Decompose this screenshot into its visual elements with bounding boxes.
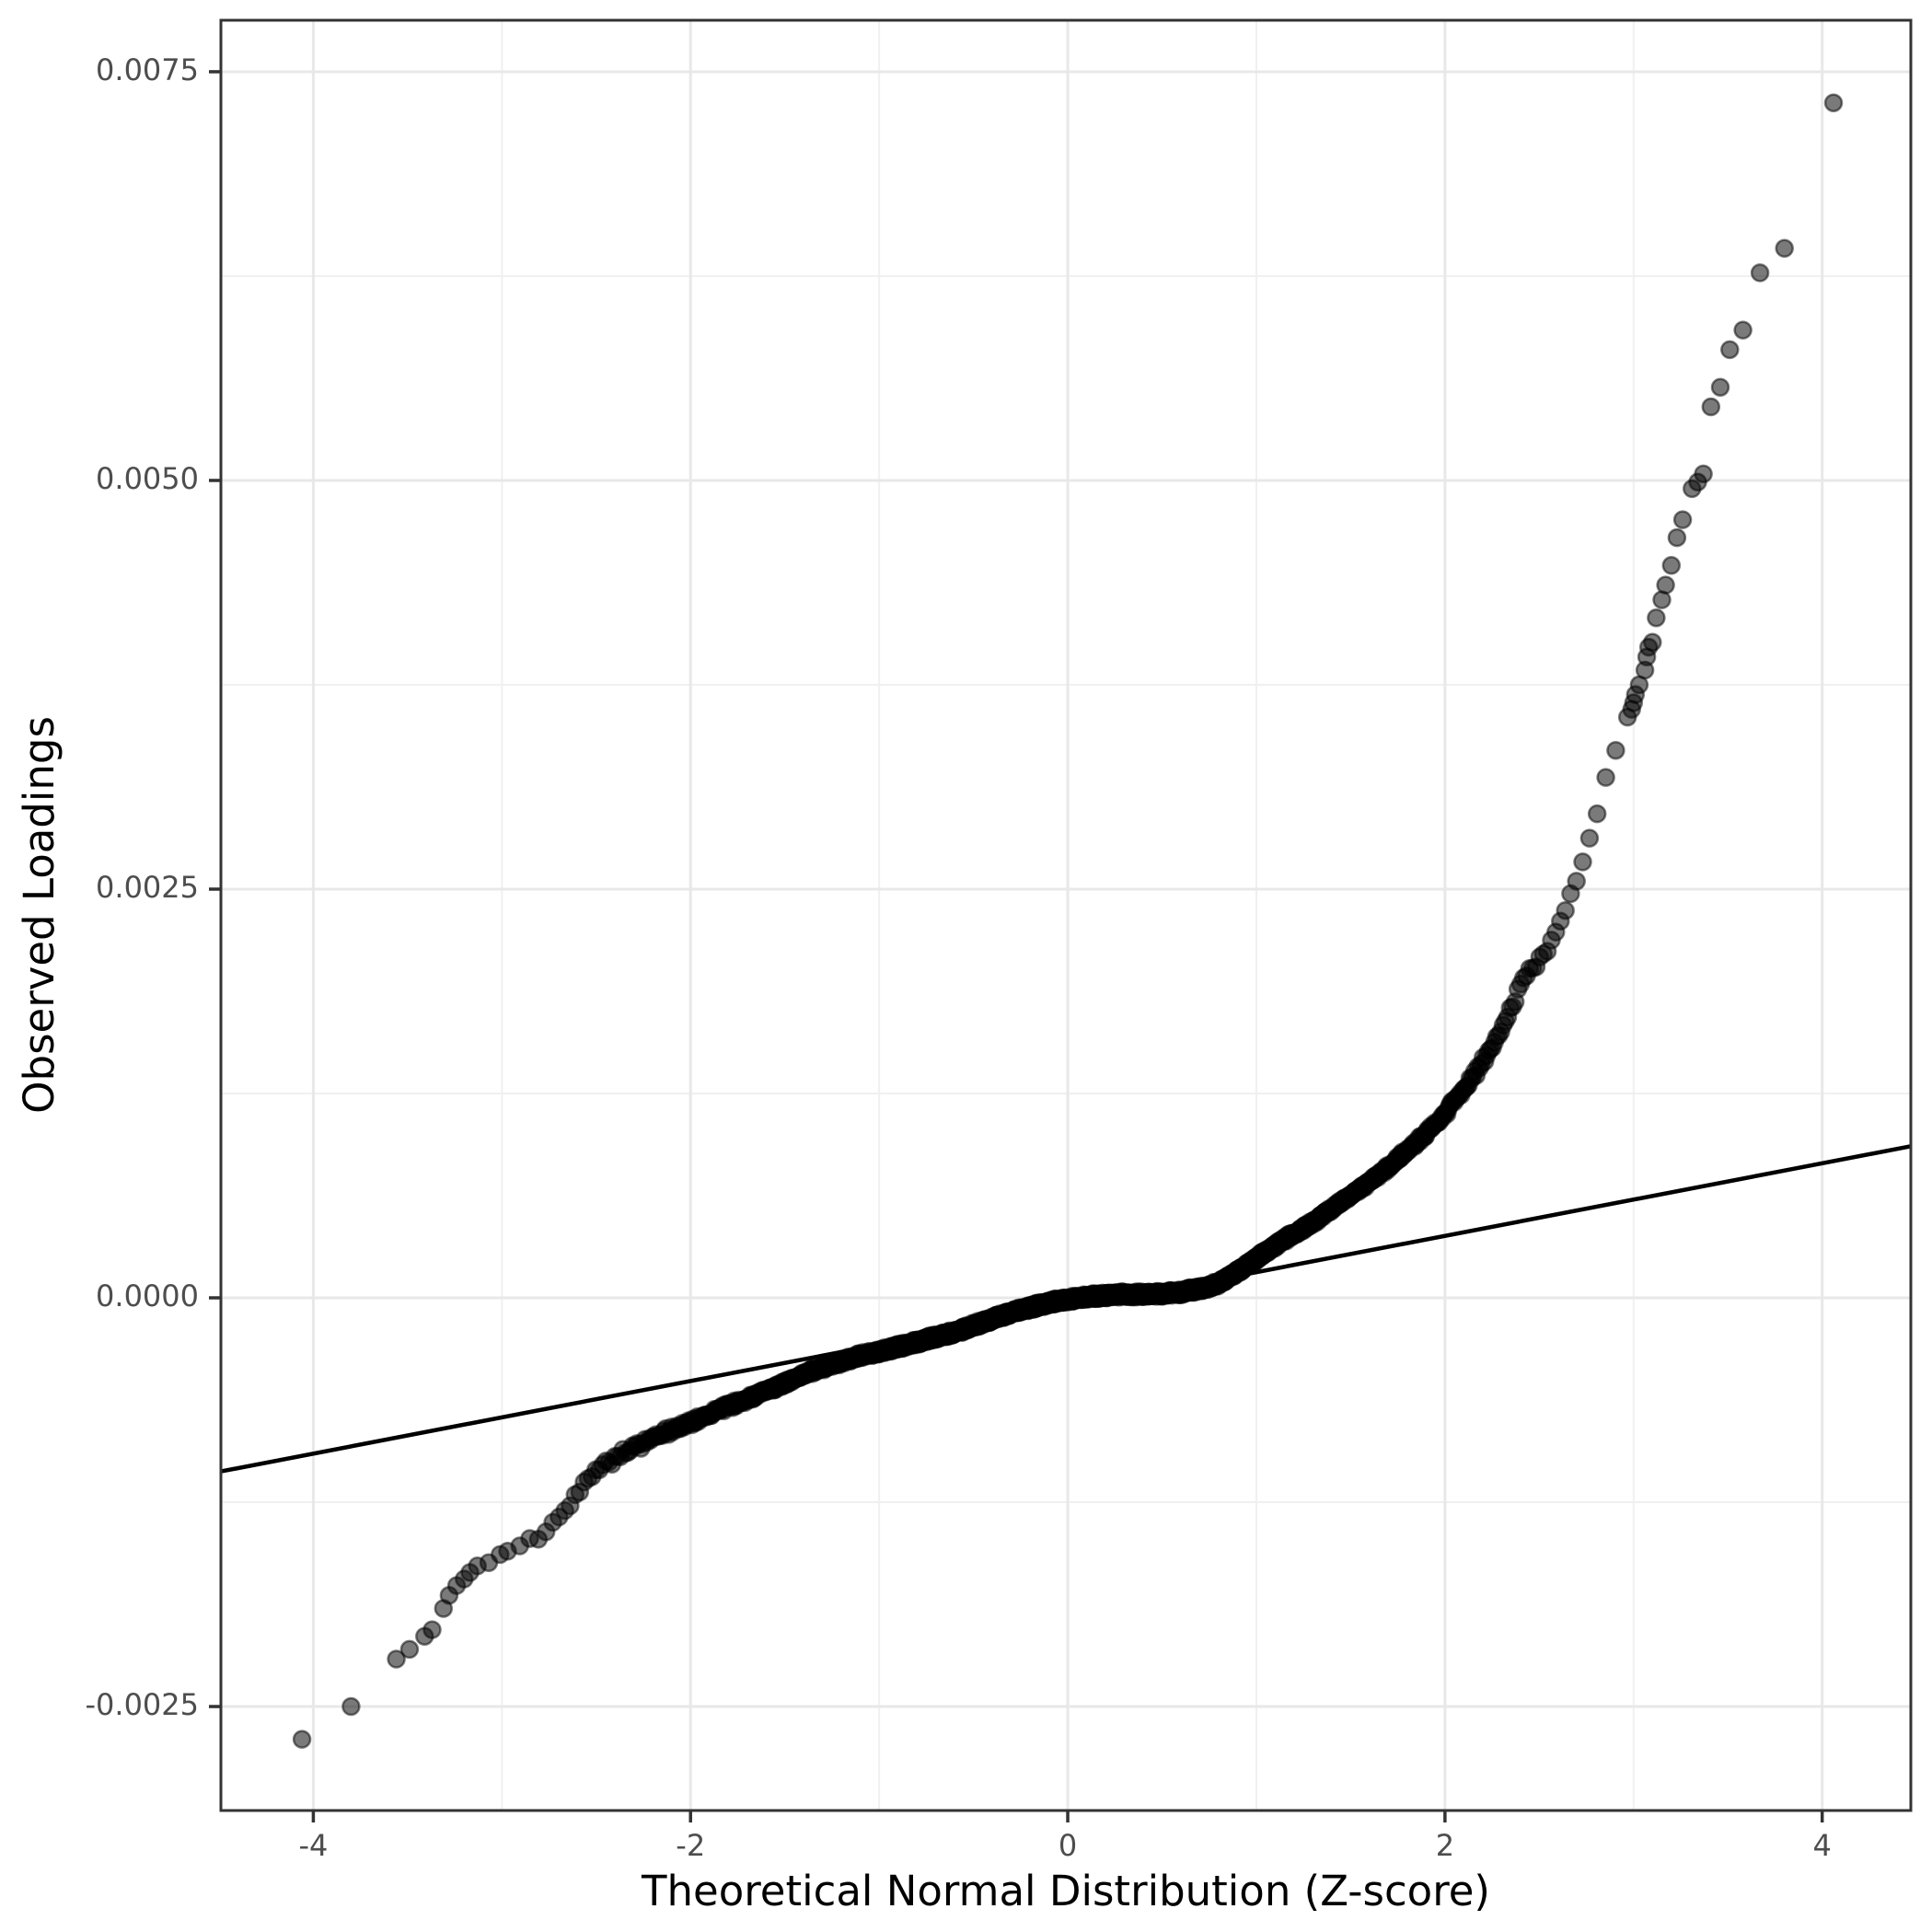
data-point xyxy=(292,1730,312,1749)
data-point xyxy=(1750,263,1770,283)
scatter-points-layer xyxy=(292,93,1844,1749)
y-axis-title: Observed Loadings xyxy=(15,716,64,1114)
data-point xyxy=(1661,556,1682,575)
y-tick-label: -0.0025 xyxy=(85,1687,199,1722)
data-point xyxy=(1656,575,1675,595)
data-point xyxy=(1567,872,1586,891)
data-point xyxy=(1733,320,1753,340)
x-tick-label: -2 xyxy=(676,1828,705,1863)
data-point xyxy=(1672,510,1693,529)
data-point xyxy=(1710,377,1730,397)
major-gridlines xyxy=(221,20,1911,1811)
data-point xyxy=(1643,632,1662,653)
panel-background xyxy=(221,20,1911,1811)
data-point xyxy=(399,1639,420,1660)
x-axis-title: Theoretical Normal Distribution (Z-score… xyxy=(641,1867,1490,1915)
data-point xyxy=(498,1542,517,1561)
data-point xyxy=(1775,238,1794,259)
data-point xyxy=(1556,900,1575,920)
data-point xyxy=(1667,527,1687,548)
data-point xyxy=(1647,607,1666,628)
data-point xyxy=(1720,340,1740,360)
y-tick-label: 0.0050 xyxy=(96,461,199,496)
y-tick-labels: -0.0025 0.0000 0.0025 0.0050 0.0075 xyxy=(85,52,199,1722)
data-point xyxy=(1596,768,1615,787)
x-tick-label: 0 xyxy=(1059,1828,1077,1863)
data-point xyxy=(1587,804,1607,824)
panel-border xyxy=(219,18,1913,1812)
data-point xyxy=(1694,464,1713,484)
y-tick-label: 0.0000 xyxy=(96,1278,199,1313)
minor-gridlines xyxy=(221,20,1911,1811)
data-point xyxy=(1823,93,1844,112)
data-point xyxy=(1573,852,1592,872)
y-tick-label: 0.0025 xyxy=(96,870,199,905)
x-axis-ticks xyxy=(311,1811,1824,1822)
y-tick-label: 0.0075 xyxy=(96,52,199,87)
data-point xyxy=(1606,740,1625,760)
x-tick-label: -4 xyxy=(298,1828,328,1863)
x-tick-labels: -4 -2 0 2 4 xyxy=(298,1828,1831,1863)
x-tick-label: 4 xyxy=(1813,1828,1832,1863)
y-axis-ticks xyxy=(209,70,221,1708)
data-point xyxy=(387,1649,406,1669)
data-point xyxy=(422,1620,442,1639)
data-point xyxy=(341,1696,361,1717)
data-point xyxy=(1701,397,1721,417)
data-point xyxy=(1579,828,1600,848)
x-tick-label: 2 xyxy=(1436,1828,1454,1863)
